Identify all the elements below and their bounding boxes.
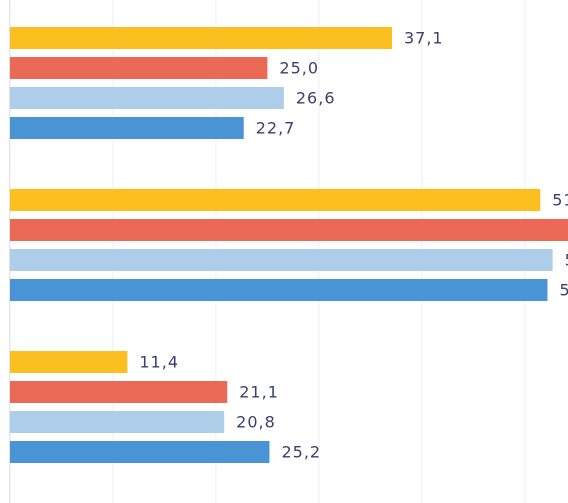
bar <box>10 279 548 301</box>
bar <box>10 87 284 109</box>
value-label: 22,7 <box>256 119 296 138</box>
value-label: 25,2 <box>281 443 321 462</box>
bar <box>10 441 270 463</box>
value-label: 21,1 <box>239 383 279 402</box>
value-label: 20,8 <box>236 413 276 432</box>
value-label: 26,6 <box>296 89 336 108</box>
bar <box>10 411 225 433</box>
bar <box>10 27 392 49</box>
value-label: 52,2 <box>559 281 568 300</box>
value-label: 51,5 <box>552 191 568 210</box>
bar <box>10 57 268 79</box>
value-label: 37,1 <box>404 29 444 48</box>
value-label: 52,7 <box>565 251 568 270</box>
bar <box>10 249 553 271</box>
bar <box>10 219 568 241</box>
bar <box>10 117 244 139</box>
bar <box>10 189 541 211</box>
value-label: 11,4 <box>139 353 179 372</box>
value-label: 25,0 <box>279 59 319 78</box>
bar <box>10 381 228 403</box>
bar <box>10 351 128 373</box>
